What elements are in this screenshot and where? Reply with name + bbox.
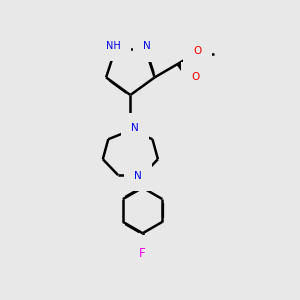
Text: N: N [134,171,142,181]
Text: O: O [191,72,199,82]
Text: N: N [143,41,151,51]
Text: NH: NH [106,41,121,51]
Text: O: O [194,46,202,56]
Text: N: N [131,123,139,134]
Text: F: F [139,247,146,260]
